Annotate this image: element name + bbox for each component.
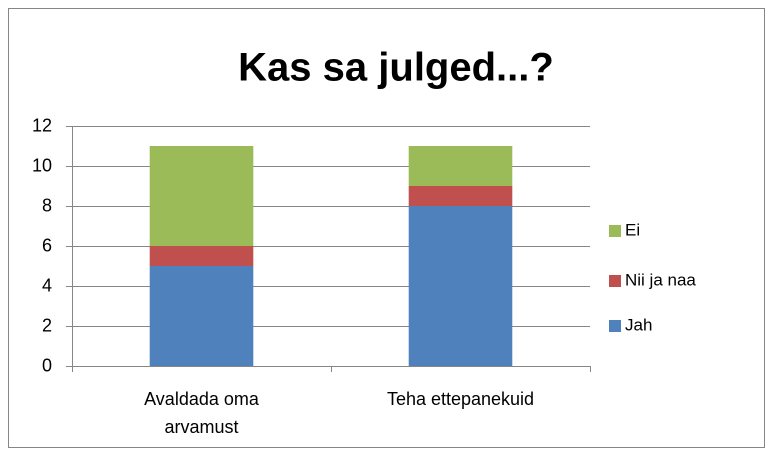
bar-segment bbox=[408, 146, 513, 186]
y-tick-label: 4 bbox=[42, 275, 52, 295]
legend-label: Ei bbox=[625, 220, 640, 239]
y-tick-label: 10 bbox=[32, 155, 52, 175]
x-tick-label: Teha ettepanekuid bbox=[387, 389, 534, 409]
legend-label: Jah bbox=[625, 315, 652, 334]
bar-segment bbox=[149, 246, 254, 266]
bar-segment bbox=[149, 146, 254, 246]
legend-swatch bbox=[609, 275, 621, 287]
bar-segment bbox=[149, 266, 254, 366]
y-tick-label: 2 bbox=[42, 315, 52, 335]
y-tick-label: 12 bbox=[32, 115, 52, 135]
bar-segment bbox=[408, 206, 513, 366]
x-tick-label: Avaldada oma arvamust bbox=[144, 389, 260, 437]
chart-title: Kas sa julged...? bbox=[238, 46, 554, 90]
y-tick-label: 8 bbox=[42, 195, 52, 215]
legend-swatch bbox=[609, 320, 621, 332]
chart-border bbox=[8, 8, 765, 448]
bar-segment bbox=[408, 186, 513, 206]
legend-swatch bbox=[609, 225, 621, 237]
legend-label: Nii ja naa bbox=[625, 270, 696, 289]
y-tick-label: 6 bbox=[42, 235, 52, 255]
y-tick-label: 0 bbox=[42, 355, 52, 375]
